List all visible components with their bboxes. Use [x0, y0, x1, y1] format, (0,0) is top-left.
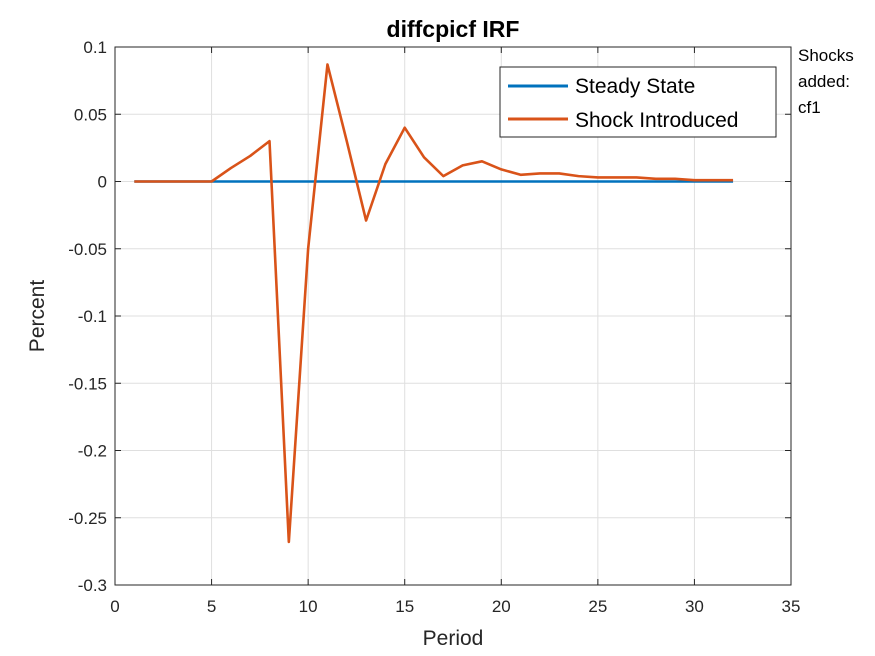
- legend-box: [499, 66, 777, 138]
- series-lines: [134, 63, 734, 544]
- x-tick-label: 25: [588, 597, 607, 616]
- annotation-line-3: cf1: [798, 98, 821, 117]
- legend-label-shock-introduced: Shock Introduced: [575, 109, 738, 132]
- x-tick-label: 10: [299, 597, 318, 616]
- annotation-line-2: added:: [798, 72, 850, 91]
- x-tick-label: 20: [492, 597, 511, 616]
- x-tick-label: 0: [110, 597, 119, 616]
- axis-ticks: [114, 46, 792, 586]
- y-tick-label: -0.1: [78, 307, 107, 326]
- y-tick-label: -0.3: [78, 576, 107, 595]
- y-tick-label: -0.05: [68, 240, 107, 259]
- x-tick-label: 35: [782, 597, 801, 616]
- y-tick-label: 0: [98, 173, 107, 192]
- chart-title: diffcpicf IRF: [387, 16, 520, 42]
- tick-labels: 0 5 10 15 20 25 30 35 -0.3 -0.25 -0.2 -0.15 -0.1 -0.0…: [68, 38, 800, 616]
- y-tick-label: -0.15: [68, 374, 107, 393]
- series-line-shock-introduced: [134, 63, 734, 544]
- x-axis-label: Period: [423, 627, 484, 650]
- legend: Steady State Shock Introduced: [499, 66, 777, 138]
- y-tick-label: 0.05: [74, 105, 107, 124]
- shocks-annotation: Shocks added: cf1: [798, 46, 854, 117]
- y-axis-label: Percent: [26, 280, 49, 353]
- legend-label-steady-state: Steady State: [575, 75, 695, 98]
- x-tick-label: 5: [207, 597, 216, 616]
- y-tick-label: -0.2: [78, 442, 107, 461]
- x-tick-label: 30: [685, 597, 704, 616]
- y-tick-label: -0.25: [68, 509, 107, 528]
- y-tick-label: 0.1: [83, 38, 107, 57]
- annotation-line-1: Shocks: [798, 46, 854, 65]
- x-tick-label: 15: [395, 597, 414, 616]
